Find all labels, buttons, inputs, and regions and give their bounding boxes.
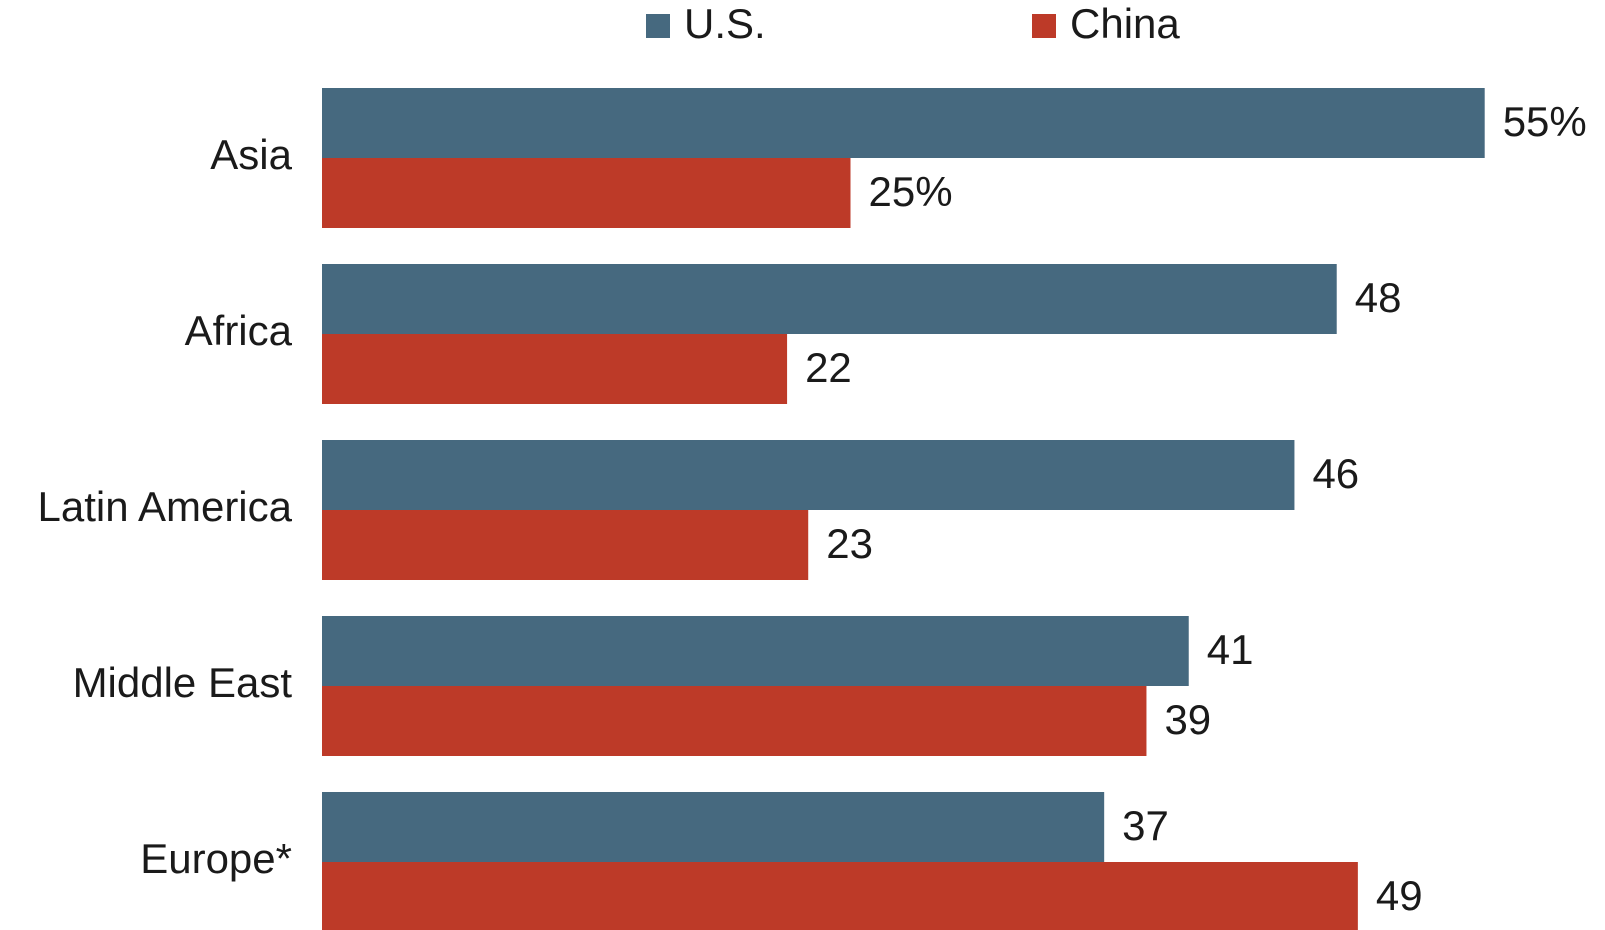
category-label: Asia [210,131,292,178]
category-label: Africa [185,307,293,354]
chart-legend: U.S. China [646,0,1180,47]
data-label: 46 [1312,450,1359,497]
data-label: 48 [1355,274,1402,321]
bar-china [322,334,788,404]
data-label: 37 [1122,802,1169,849]
bar-china [322,686,1147,756]
bar-group: Latin America 46 23 [38,440,1359,580]
data-label: 49 [1376,872,1423,919]
data-label: 55% [1503,98,1587,145]
data-label: 22 [805,344,852,391]
bar-us [322,616,1189,686]
bar-group: Europe* 37 49 [140,792,1423,930]
category-label: Latin America [38,483,293,530]
bar-us [322,88,1485,158]
legend-swatch-0 [646,14,670,38]
data-label: 39 [1164,696,1211,743]
data-label: 25% [869,168,953,215]
legend-swatch-1 [1032,14,1056,38]
legend-label-1: China [1070,0,1180,47]
category-label: Europe* [140,835,292,882]
category-label: Middle East [73,659,293,706]
data-label: 23 [826,520,873,567]
legend-label-0: U.S. [684,0,766,47]
bar-groups: Asia 55% 25% Africa 48 22 Latin America 46 23 Mid… [38,88,1587,930]
bar-us [322,792,1105,862]
data-label: 41 [1207,626,1254,673]
bar-group: Middle East 41 39 [73,616,1254,756]
bar-china [322,510,809,580]
bar-china [322,862,1358,930]
bar-us [322,440,1295,510]
bar-us [322,264,1337,334]
bar-group: Africa 48 22 [185,264,1402,404]
bar-china [322,158,851,228]
bar-group: Asia 55% 25% [210,88,1587,228]
